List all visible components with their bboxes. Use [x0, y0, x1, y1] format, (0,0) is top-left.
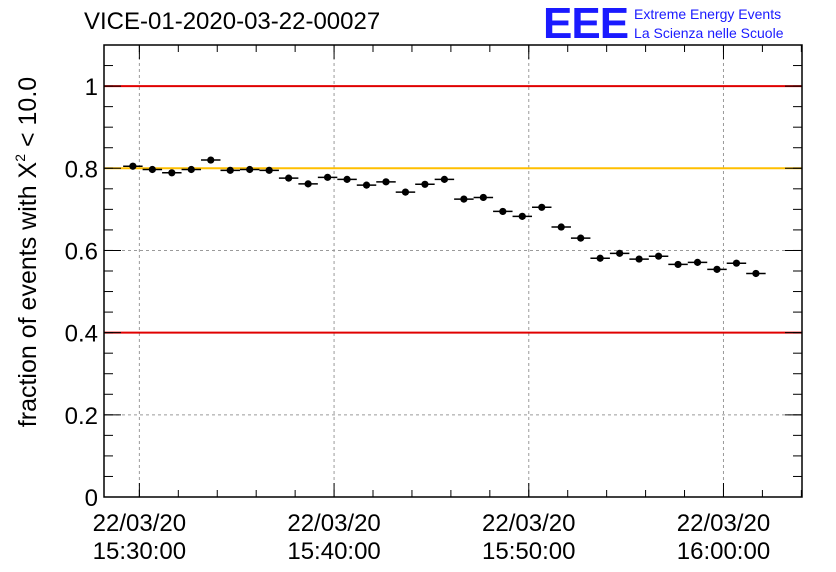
data-point [454, 195, 474, 203]
ylabel-prefix: fraction of events with [14, 178, 42, 427]
y-tick-label: 0.8 [65, 156, 98, 183]
x-tick-date-label: 22/03/20 [287, 510, 380, 537]
point-marker [518, 212, 526, 220]
point-marker [479, 193, 487, 202]
y-tick-label: 0.2 [65, 403, 98, 430]
data-point [648, 252, 669, 260]
data-point [317, 173, 338, 181]
data-point [395, 188, 416, 196]
data-point [707, 265, 727, 273]
point-marker [596, 254, 604, 262]
data-point [590, 254, 610, 262]
ylabel-exponent: 2 [12, 154, 28, 162]
point-marker [168, 169, 176, 177]
chart-title: VICE-01-2020-03-22-00027 [84, 8, 381, 35]
point-marker [752, 269, 760, 278]
x-tick-date-label: 22/03/20 [677, 510, 770, 537]
x-tick-time-label: 15:30:00 [93, 538, 186, 565]
point-marker [421, 180, 429, 188]
point-marker [732, 259, 741, 267]
eee-logo: EEE Extreme Energy Events La Scienza nel… [543, 2, 783, 46]
point-marker [693, 258, 702, 266]
point-marker [460, 195, 468, 203]
point-marker [674, 260, 682, 269]
point-marker [187, 165, 195, 174]
point-marker [654, 252, 663, 260]
point-marker [616, 249, 624, 257]
eee-logo-mark: EEE [543, 0, 629, 48]
point-marker [401, 188, 410, 196]
data-point [532, 203, 552, 211]
point-marker [635, 255, 643, 263]
point-marker [577, 234, 585, 242]
y-tick-label: 0.4 [65, 321, 98, 348]
point-marker [323, 173, 332, 181]
data-point [415, 180, 435, 188]
point-marker [382, 178, 390, 186]
data-point [668, 260, 688, 269]
x-tick-time-label: 15:40:00 [287, 538, 380, 565]
data-point [570, 234, 591, 242]
x-tick-date-label: 22/03/20 [482, 510, 575, 537]
point-marker [440, 175, 449, 183]
point-marker [226, 166, 234, 174]
y-tick-label: 0.6 [65, 238, 98, 265]
eee-logo-text: Extreme Energy Events La Scienza nelle S… [634, 5, 783, 43]
data-point [746, 269, 766, 278]
data-point [512, 212, 533, 220]
logo-line-2: La Scienza nelle Scuole [634, 25, 784, 41]
point-marker [207, 156, 215, 164]
grid-layer [104, 45, 802, 497]
point-marker [246, 165, 254, 174]
y-axis-label: fraction of events with X2 < 10.0 [12, 77, 42, 427]
point-marker [538, 203, 546, 211]
data-point [376, 178, 396, 186]
x-tick-time-label: 15:50:00 [482, 538, 575, 565]
point-marker [304, 180, 312, 188]
point-marker [285, 174, 293, 182]
ylabel-symbol: X [14, 161, 42, 178]
data-point [629, 255, 649, 263]
data-point [181, 165, 202, 174]
data-point [609, 249, 630, 257]
data-point [687, 258, 708, 266]
ylabel-suffix: < 10.0 [14, 77, 42, 154]
y-tick-label: 0 [85, 485, 98, 512]
axis-ticks: 00.20.40.60.8122/03/2015:30:0022/03/2015… [65, 44, 802, 565]
x-tick-date-label: 22/03/20 [93, 510, 186, 537]
data-point [239, 165, 260, 174]
x-tick-time-label: 16:00:00 [677, 538, 770, 565]
logo-line-1: Extreme Energy Events [634, 6, 782, 22]
data-point [551, 223, 571, 231]
data-point [356, 181, 377, 189]
data-point [220, 166, 240, 174]
point-marker [265, 166, 273, 174]
data-point [142, 165, 163, 174]
data-point [337, 175, 357, 183]
data-point [201, 156, 221, 164]
data-point [123, 162, 143, 170]
plot-frame [103, 44, 803, 498]
point-marker [343, 175, 351, 183]
data-point [278, 174, 299, 182]
data-point [473, 193, 494, 202]
reference-lines [104, 85, 802, 334]
point-marker [148, 165, 156, 174]
data-point [726, 259, 747, 267]
point-marker [362, 181, 371, 189]
plot-frame-rect [103, 44, 803, 498]
point-marker [129, 162, 137, 170]
data-point [493, 207, 513, 216]
point-marker [557, 223, 565, 231]
y-tick-label: 1 [85, 74, 98, 101]
point-marker [499, 207, 507, 216]
data-point [434, 175, 455, 183]
data-point [162, 169, 182, 177]
point-marker [713, 265, 721, 273]
data-point [298, 180, 318, 188]
data-point [259, 166, 279, 174]
data-points [123, 156, 766, 278]
